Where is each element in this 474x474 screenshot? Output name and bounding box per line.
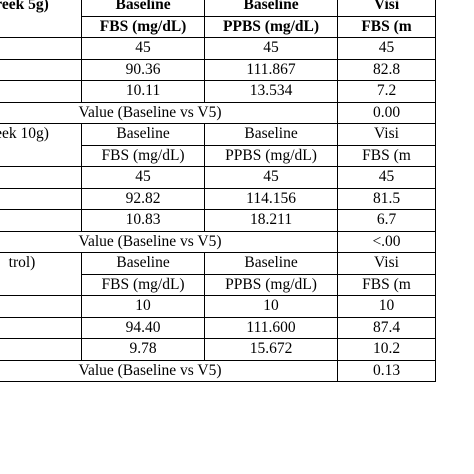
table-row: 45 45 45 bbox=[0, 166, 436, 189]
column-header: Baseline bbox=[81, 252, 206, 275]
column-subheader: FBS (mg/dL) bbox=[81, 15, 206, 38]
table-cell: 6.7 bbox=[337, 209, 436, 232]
table-cell: 10.2 bbox=[337, 338, 436, 361]
group-label: eek 10g) bbox=[0, 123, 83, 167]
table-cell: 10 bbox=[81, 295, 206, 318]
row-label-cell bbox=[0, 58, 83, 81]
column-subheader: FBS (mg/dL) bbox=[81, 144, 206, 167]
table-row: 9.78 15.672 10.2 bbox=[0, 338, 436, 361]
table-cell: 13.534 bbox=[204, 80, 339, 103]
column-header: Baseline bbox=[81, 123, 206, 146]
table-cell: 111.600 bbox=[204, 316, 339, 339]
group-label: trol) bbox=[0, 252, 83, 296]
column-subheader: FBS (m bbox=[337, 144, 436, 167]
p-value-row: Value (Baseline vs V5) 0.00 bbox=[0, 101, 436, 124]
table-row: 45 45 45 bbox=[0, 37, 436, 60]
p-value: 0.13 bbox=[337, 359, 436, 382]
group-header-row: eek 10g) Baseline Baseline Visi bbox=[0, 123, 436, 167]
table-cell: 87.4 bbox=[337, 316, 436, 339]
table-cell: 45 bbox=[337, 37, 436, 60]
column-header: Baseline bbox=[81, 0, 206, 17]
column-header: Visi bbox=[337, 123, 436, 146]
table-cell: 111.867 bbox=[204, 58, 339, 81]
p-value-row: Value (Baseline vs V5) <.00 bbox=[0, 230, 436, 253]
table-cell: 45 bbox=[337, 166, 436, 189]
column-subheader: PPBS (mg/dL) bbox=[204, 15, 339, 38]
group-header-row: reek 5g) Baseline Baseline Visi bbox=[0, 0, 436, 38]
group-header-row: trol) Baseline Baseline Visi bbox=[0, 252, 436, 296]
row-label-cell bbox=[0, 209, 83, 232]
row-label-cell bbox=[0, 80, 83, 103]
column-header: Baseline bbox=[204, 0, 339, 17]
table-cell: 94.40 bbox=[81, 316, 206, 339]
table-cell: 45 bbox=[204, 37, 339, 60]
table-cell: 92.82 bbox=[81, 187, 206, 210]
table-row: 94.40 111.600 87.4 bbox=[0, 316, 436, 339]
p-value-row: Value (Baseline vs V5) 0.13 bbox=[0, 359, 436, 382]
row-label-cell bbox=[0, 316, 83, 339]
column-subheader: PPBS (mg/dL) bbox=[204, 273, 339, 296]
column-subheader: PPBS (mg/dL) bbox=[204, 144, 339, 167]
p-value-label: Value (Baseline vs V5) bbox=[0, 101, 339, 124]
table-cell: 45 bbox=[81, 37, 206, 60]
column-header: Visi bbox=[337, 0, 436, 17]
column-header: Baseline bbox=[204, 252, 339, 275]
table-cell: 45 bbox=[204, 166, 339, 189]
table-row: 90.36 111.867 82.8 bbox=[0, 58, 436, 81]
table-cell: 82.8 bbox=[337, 58, 436, 81]
column-header: Baseline bbox=[204, 123, 339, 146]
group-label: reek 5g) bbox=[0, 0, 83, 38]
table-cell: 114.156 bbox=[204, 187, 339, 210]
table-row: 10 10 10 bbox=[0, 295, 436, 318]
table-cell: 10.83 bbox=[81, 209, 206, 232]
table-cell: 45 bbox=[81, 166, 206, 189]
row-label-cell bbox=[0, 338, 83, 361]
table-cell: 18.211 bbox=[204, 209, 339, 232]
column-header: Visi bbox=[337, 252, 436, 275]
row-label-cell bbox=[0, 295, 83, 318]
table-cell: 90.36 bbox=[81, 58, 206, 81]
table-cell: 10.11 bbox=[81, 80, 206, 103]
table-cell: 10 bbox=[204, 295, 339, 318]
table-cell: 7.2 bbox=[337, 80, 436, 103]
row-label-cell bbox=[0, 166, 83, 189]
column-subheader: FBS (m bbox=[337, 15, 436, 38]
p-value-label: Value (Baseline vs V5) bbox=[0, 230, 339, 253]
table-row: 10.83 18.211 6.7 bbox=[0, 209, 436, 232]
column-subheader: FBS (m bbox=[337, 273, 436, 296]
table-row: 92.82 114.156 81.5 bbox=[0, 187, 436, 210]
table-cell: 9.78 bbox=[81, 338, 206, 361]
group-subheader-row: FBS (mg/dL) PPBS (mg/dL) FBS (m bbox=[0, 144, 436, 167]
table-row: 10.11 13.534 7.2 bbox=[0, 80, 436, 103]
p-value: <.00 bbox=[337, 230, 436, 253]
p-value: 0.00 bbox=[337, 101, 436, 124]
row-label-cell bbox=[0, 37, 83, 60]
row-label-cell bbox=[0, 187, 83, 210]
column-subheader: FBS (mg/dL) bbox=[81, 273, 206, 296]
table-cell: 81.5 bbox=[337, 187, 436, 210]
table-cell: 10 bbox=[337, 295, 436, 318]
p-value-label: Value (Baseline vs V5) bbox=[0, 359, 339, 382]
table-cell: 15.672 bbox=[204, 338, 339, 361]
results-table: reek 5g) Baseline Baseline Visi FBS (mg/… bbox=[0, 0, 436, 382]
